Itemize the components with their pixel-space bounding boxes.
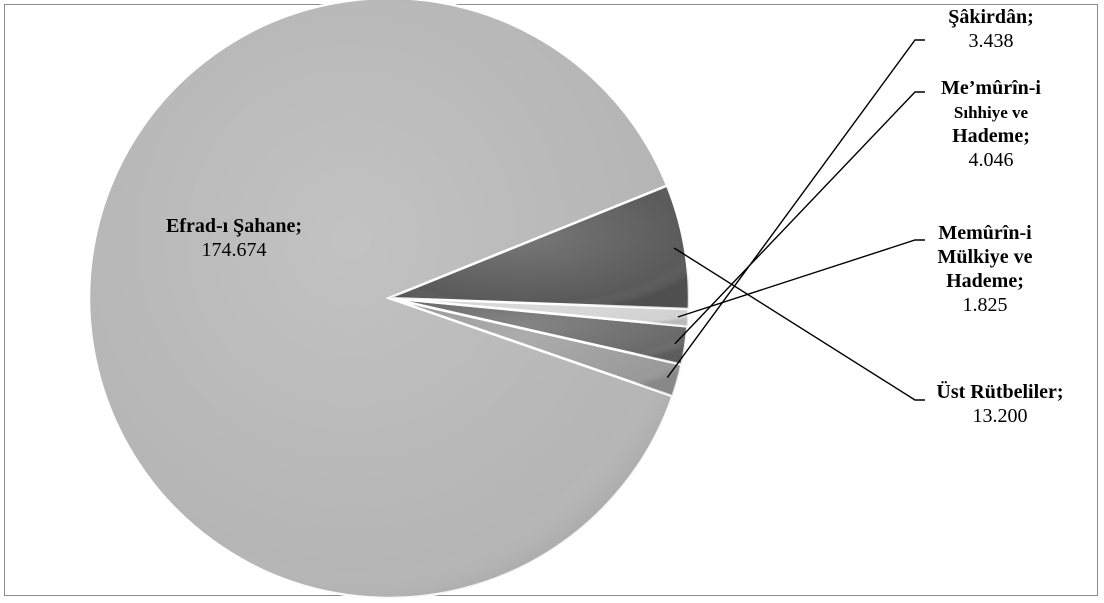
data-label-memurin-i-mulkiye-ve-hademe: Memûrîn-i Mülkiye ve Hademe; 1.825	[938, 222, 1033, 316]
label-name-line: Şâkirdân;	[948, 6, 1034, 28]
leader-line-memurin-i-mulkiye-ve-hademe	[677, 239, 925, 318]
label-value: 1.825	[963, 294, 1008, 316]
leader-line-me-murin-i-s-hhiye-ve-hademe	[674, 91, 925, 345]
pie-slices	[87, 0, 691, 600]
data-labels: Efrad-ı Şahane; 174.674 Şâkirdân; 3.438 Me’m…	[166, 6, 1064, 427]
leader-lines	[666, 39, 925, 401]
data-label-sakirdan: Şâkirdân; 3.438	[948, 6, 1034, 52]
pie-slice-shading-ust-rutbeliler	[389, 185, 690, 309]
label-name-line: Efrad-ı Şahane;	[166, 215, 302, 237]
leader-line-sakirdan	[666, 39, 925, 379]
label-name-line: Sıhhiye ve	[954, 103, 1029, 122]
data-label-ust-rutbeliler: Üst Rütbeliler; 13.200	[936, 380, 1063, 427]
pie-slice-shading-me-murin-i-s-hhiye-ve-hademe	[389, 298, 688, 365]
label-value: 3.438	[969, 30, 1014, 52]
data-label-efrad-sahane: Efrad-ı Şahane; 174.674	[166, 215, 302, 261]
label-name-line: Üst Rütbeliler;	[936, 380, 1063, 403]
pie-slice-shading-sakirdan	[389, 298, 682, 397]
label-name-line: Memûrîn-i	[938, 222, 1032, 244]
pie-slice-shading-memurin-i-mulkiye-ve-hademe	[389, 298, 689, 327]
label-value: 13.200	[973, 405, 1028, 427]
label-name-line: Hademe;	[946, 270, 1024, 292]
label-name-line: Mülkiye ve	[938, 246, 1033, 268]
pie-slice-shading-efrad-sahane	[89, 0, 673, 598]
label-name-line: Hademe;	[952, 125, 1030, 147]
label-value: 174.674	[202, 239, 267, 261]
leader-line-ust-rutbeliler	[673, 247, 925, 401]
label-value: 4.046	[969, 149, 1014, 171]
data-label-me-murin-i-s-hhiye-ve-hademe: Me’mûrîn-i Sıhhiye ve Hademe; 4.046	[941, 77, 1041, 171]
label-name-line: Me’mûrîn-i	[941, 77, 1041, 99]
